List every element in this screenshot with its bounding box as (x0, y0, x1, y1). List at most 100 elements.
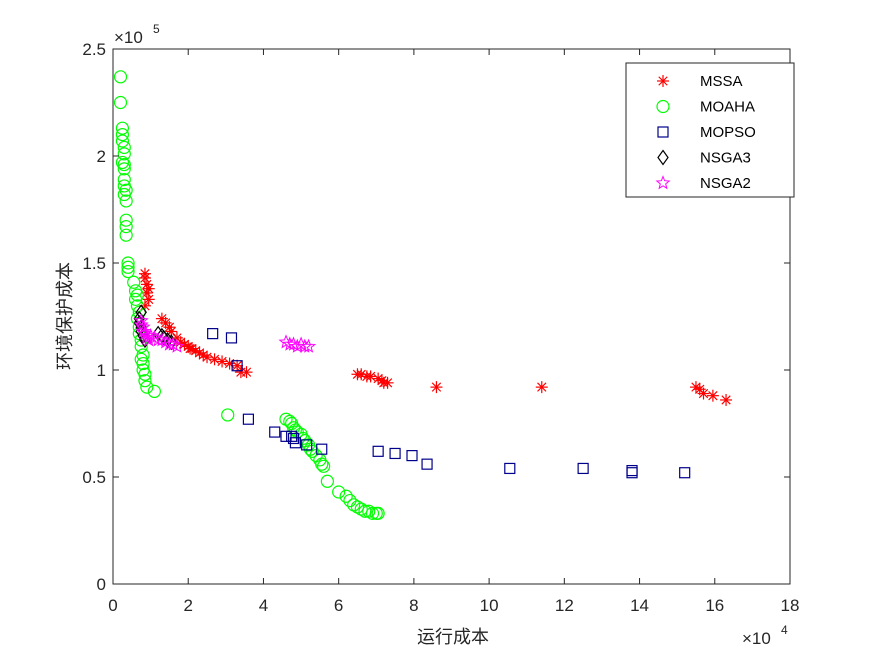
data-point-mssa (216, 355, 229, 368)
legend-item-moaha: MOAHA (656, 99, 755, 116)
data-point-moaha (147, 384, 161, 398)
data-point-mopso (289, 437, 302, 449)
data-point-moaha (119, 228, 133, 242)
data-point-moaha (115, 121, 130, 135)
data-point-moaha (117, 172, 131, 187)
x-tick-label: 12 (555, 596, 574, 615)
data-point-moaha (117, 157, 131, 172)
legend-label: MOPSO (700, 124, 756, 141)
data-point-nsga2 (169, 338, 185, 353)
y-multiplier-power: 5 (153, 22, 160, 36)
data-point-nsga2 (135, 319, 151, 334)
x-tick-label: 18 (781, 596, 800, 615)
data-point-moaha (117, 140, 131, 155)
data-point-mopso (389, 447, 401, 460)
x-axis-label: 运行成本 (417, 627, 489, 648)
data-point-moaha (347, 498, 361, 512)
x-tick-label: 8 (409, 596, 418, 615)
series-mssa (138, 267, 733, 406)
data-point-moaha (354, 502, 368, 516)
data-point-mopso (626, 464, 638, 477)
data-point-mssa (142, 293, 155, 306)
data-point-moaha (305, 444, 319, 458)
x-tick-label: 6 (334, 596, 343, 615)
x-tick-label: 4 (259, 596, 268, 615)
series-mopso (207, 328, 691, 479)
data-point-moaha (115, 128, 130, 142)
data-point-mssa (223, 357, 236, 370)
data-point-mssa (720, 393, 733, 406)
data-point-mssa (706, 389, 719, 402)
x-axis-ticks: 0 2 4 6 8 10 12 14 16 18 (108, 49, 799, 615)
data-point-mopso (372, 445, 384, 457)
legend-marker-star-icon (655, 175, 671, 190)
legend-item-nsga3: NSGA3 (657, 149, 751, 167)
data-point-mssa (240, 366, 253, 379)
x-multiplier-base: ×10 (742, 629, 771, 648)
data-point-moaha (221, 408, 235, 422)
data-point-mssa (535, 381, 548, 394)
data-point-mopso (577, 462, 589, 475)
data-point-moaha (371, 506, 385, 520)
data-point-moaha (136, 356, 150, 371)
data-point-mssa (697, 387, 710, 400)
data-point-mopso (287, 432, 300, 445)
data-point-mopso (421, 458, 433, 470)
data-point-moaha (138, 374, 152, 388)
data-point-mopso (231, 360, 243, 372)
data-point-mopso (316, 443, 328, 455)
x-tick-label: 2 (183, 596, 192, 615)
legend-marker-circle-icon (656, 99, 670, 114)
legend-item-mopso: MOPSO (657, 124, 756, 141)
y-tick-label: 2.5 (82, 40, 106, 59)
data-point-moaha (138, 367, 152, 381)
data-point-moaha (119, 213, 133, 227)
data-marks (113, 70, 733, 520)
data-point-nsga2 (161, 336, 177, 351)
data-point-moaha (339, 489, 353, 503)
data-point-moaha (365, 506, 380, 520)
series-nsga2 (133, 312, 317, 353)
data-point-nsga2 (133, 317, 149, 332)
data-point-moaha (332, 485, 346, 499)
data-point-nsga2 (139, 327, 155, 343)
data-point-mssa (231, 359, 244, 372)
legend: MSSA MOAHA MOPSO NSGA3 NSGA2 (625, 62, 795, 198)
data-point-moaha (140, 380, 154, 394)
data-point-mopso (301, 439, 313, 451)
y-axis-multiplier: ×10 5 (114, 22, 160, 47)
data-point-moaha (117, 147, 131, 161)
x-tick-label: 16 (705, 596, 724, 615)
data-point-mopso (269, 426, 281, 438)
y-tick-label: 1.5 (82, 254, 106, 273)
data-point-moaha (127, 275, 141, 289)
data-point-mssa (208, 353, 221, 366)
data-point-mssa (430, 381, 443, 394)
legend-item-mssa: MSSA (657, 73, 743, 90)
y-tick-label: 1 (97, 361, 106, 380)
legend-marker-asterisk-icon (657, 75, 669, 87)
legend-box (625, 62, 795, 198)
data-point-moaha (130, 299, 145, 313)
y-axis-label: 环境保护成本 (55, 262, 76, 370)
data-point-nsga2 (301, 338, 317, 353)
data-point-moaha (121, 256, 135, 270)
data-point-nsga3 (133, 310, 146, 327)
x-tick-label: 0 (108, 596, 117, 615)
x-axis-multiplier: ×10 4 (742, 623, 788, 648)
data-point-nsga2 (297, 338, 313, 353)
legend-label: NSGA2 (700, 175, 751, 192)
data-point-mssa (381, 376, 394, 389)
data-point-mopso (679, 467, 691, 479)
data-point-moaha (119, 220, 133, 234)
data-point-moaha (117, 162, 131, 176)
legend-label: MOAHA (700, 99, 755, 116)
data-point-mopso (286, 430, 298, 442)
data-point-moaha (113, 95, 128, 110)
data-point-moaha (119, 194, 133, 208)
legend-marker-square-icon (657, 126, 669, 138)
data-point-moaha (115, 155, 130, 170)
data-point-moaha (315, 457, 329, 471)
